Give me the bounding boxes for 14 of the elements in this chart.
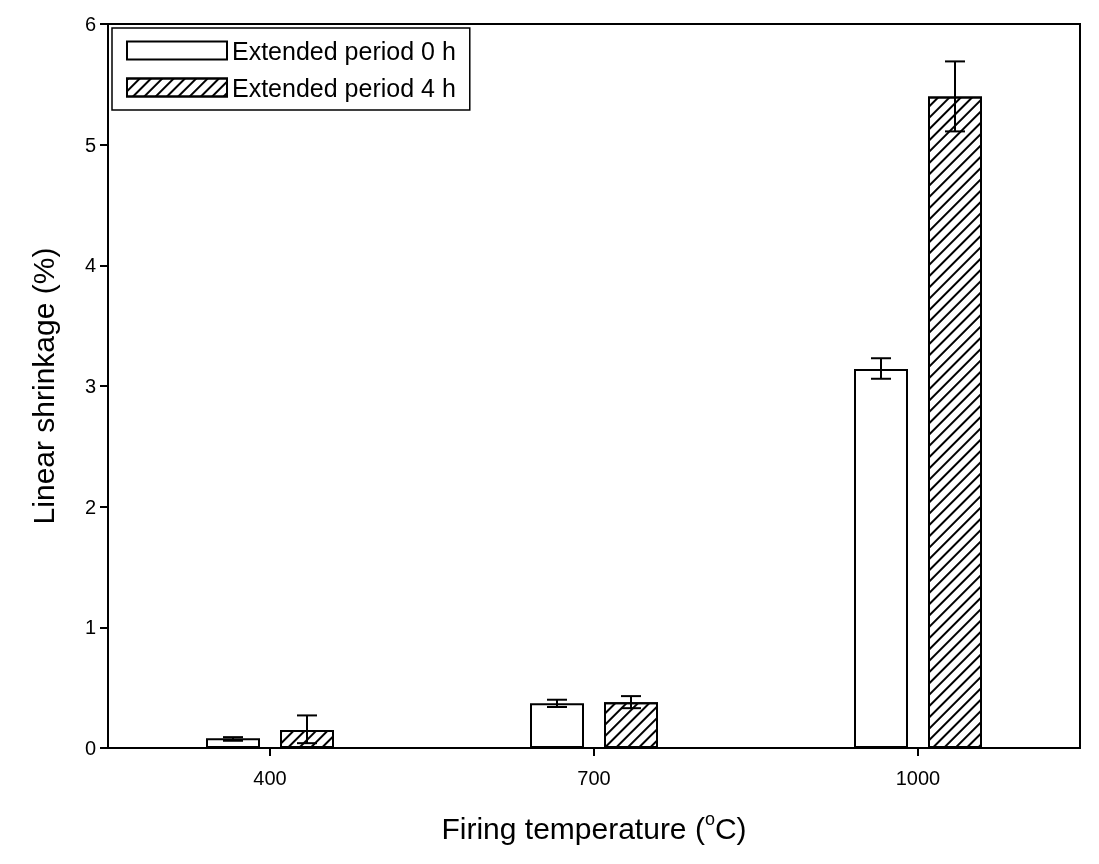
y-tick-label: 5: [84, 133, 96, 156]
x-tick-label: 400: [253, 767, 287, 789]
legend-label: Extended period 0 h: [232, 36, 456, 65]
y-tick-label: 3: [84, 375, 96, 397]
x-tick-label: 700: [577, 767, 611, 789]
bar: [530, 703, 584, 748]
y-tick-label: 1: [84, 616, 96, 639]
y-axis-title: Linear shrinkage (%): [26, 247, 60, 525]
y-tick-label: 2: [84, 495, 96, 518]
y-tick-label: 6: [84, 13, 96, 35]
x-tick-label: 1000: [895, 767, 941, 789]
legend-label: Extended period 4 h: [232, 73, 456, 102]
y-tick-label: 4: [84, 254, 96, 277]
y-tick-label: 0: [84, 737, 96, 759]
